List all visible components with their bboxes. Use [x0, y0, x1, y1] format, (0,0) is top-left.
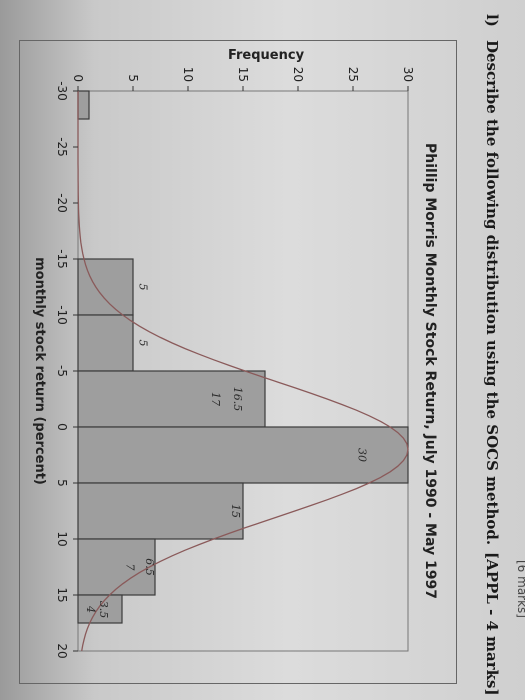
- handwritten-note: 3.5: [97, 601, 110, 619]
- handwritten-note: 7: [123, 564, 136, 571]
- x-tick-label: -25: [55, 137, 69, 157]
- handwritten-note: 17: [209, 392, 222, 406]
- normal-curve: [77, 91, 409, 652]
- handwritten-note: 4: [84, 605, 97, 613]
- chart-frame: Phillip Morris Monthly Stock Return, Jul…: [19, 40, 457, 684]
- x-tick-label: 0: [55, 423, 69, 431]
- x-tick-label: 5: [55, 479, 69, 487]
- y-tick-label: 15: [236, 67, 250, 82]
- y-tick-label: 30: [401, 67, 415, 82]
- x-tick-label: -10: [55, 305, 69, 325]
- y-axis-label: Frequency: [228, 48, 305, 63]
- x-axis-label: monthly stock return (percent): [32, 257, 47, 485]
- histogram-bar: [77, 314, 134, 372]
- x-tick-label: -20: [55, 193, 69, 213]
- handwritten-note: 6.5: [143, 558, 156, 576]
- y-tick-label: 0: [71, 74, 85, 82]
- header-fragment: [6 marks]: [515, 560, 525, 618]
- handwritten-note: 5: [137, 340, 150, 347]
- question-number: l): [483, 14, 501, 27]
- x-tick-label: -15: [55, 249, 69, 269]
- handwritten-note: 30: [356, 448, 369, 462]
- x-tick-label: 15: [55, 587, 69, 602]
- y-tick-label: 10: [181, 67, 195, 82]
- question-marks: [APPL - 4 marks]: [483, 552, 501, 696]
- y-tick-label: 20: [291, 67, 305, 82]
- x-tick-label: -5: [55, 365, 69, 377]
- x-tick-label: 20: [55, 643, 69, 658]
- handwritten-note: 5: [137, 284, 150, 291]
- y-tick-label: 5: [126, 74, 140, 82]
- y-tick-label: 25: [346, 67, 360, 82]
- histogram-chart: Phillip Morris Monthly Stock Return, Jul…: [32, 48, 438, 659]
- x-tick-label: 10: [55, 531, 69, 546]
- handwritten-note: 15: [229, 504, 242, 518]
- x-tick-label: -30: [55, 81, 69, 101]
- histogram-bar: [77, 594, 123, 624]
- handwritten-note: 16.5: [231, 387, 244, 412]
- histogram-bar: [77, 482, 244, 540]
- histogram-bar: [77, 90, 90, 120]
- question-text: Describe the following distribution usin…: [483, 40, 501, 546]
- chart-title: Phillip Morris Monthly Stock Return, Jul…: [422, 143, 438, 599]
